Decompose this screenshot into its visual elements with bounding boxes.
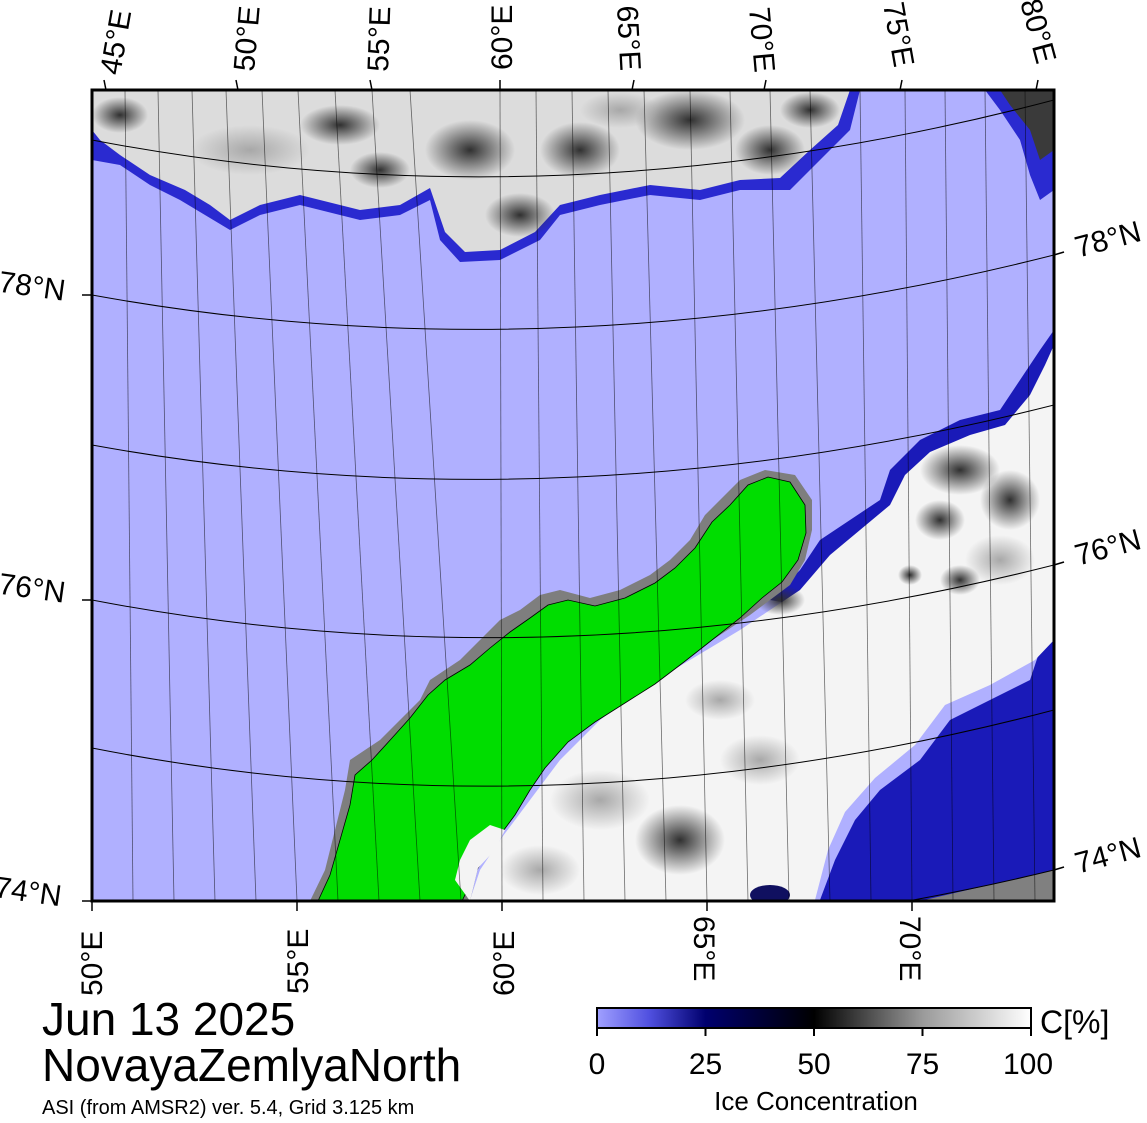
bottom-lon-label: 55°E xyxy=(282,929,315,994)
map-date: Jun 13 2025 xyxy=(42,993,296,1045)
colorbar-tick-label: 25 xyxy=(689,1048,722,1081)
top-lon-label: 55°E xyxy=(362,6,397,73)
top-lon-label: 60°E xyxy=(486,5,519,70)
right-lat-labels: 78°N 76°N 74°N xyxy=(1071,215,1144,880)
bottom-lon-label: 70°E xyxy=(893,916,926,981)
data-source-note: ASI (from AMSR2) ver. 5.4, Grid 3.125 km xyxy=(42,1097,415,1119)
colorbar-tick-label: 0 xyxy=(589,1048,606,1081)
top-lon-label: 50°E xyxy=(228,5,267,73)
left-lat-label: 74°N xyxy=(0,871,64,913)
land-inlet xyxy=(455,825,505,901)
map-area xyxy=(92,90,1054,901)
colorbar: 0 25 50 75 100 xyxy=(589,1007,1053,1081)
bottom-lon-label: 60°E xyxy=(488,931,521,996)
bottom-lon-labels: 50°E 55°E 60°E 65°E 70°E xyxy=(76,916,926,996)
colorbar-bar xyxy=(596,1007,1032,1029)
region-name: NovayaZemlyaNorth xyxy=(42,1039,462,1091)
bottom-lon-label: 50°E xyxy=(76,931,109,996)
northeast-ice xyxy=(1000,90,1054,160)
east-ice-texture xyxy=(500,445,1040,901)
top-lon-label: 75°E xyxy=(876,0,920,70)
frame-ticks xyxy=(82,79,1065,911)
right-lat-label: 74°N xyxy=(1071,831,1144,880)
novaya-zemlya-land xyxy=(317,476,807,901)
left-lat-label: 76°N xyxy=(0,568,67,610)
colorbar-tick-label: 75 xyxy=(906,1048,939,1081)
top-lon-labels: 45°E 50°E 55°E 60°E 65°E 70°E 75°E 80°E xyxy=(94,0,1062,77)
left-lat-label: 78°N xyxy=(0,266,67,308)
top-lon-label: 80°E xyxy=(1013,0,1062,67)
top-lon-label: 70°E xyxy=(742,6,781,74)
left-lat-labels: 78°N 76°N 74°N xyxy=(0,266,67,913)
right-lat-label: 76°N xyxy=(1071,523,1144,572)
top-lon-label: 45°E xyxy=(94,7,138,77)
colorbar-title: Ice Concentration xyxy=(714,1086,918,1116)
colorbar-unit: C[%] xyxy=(1040,1004,1110,1040)
top-lon-label: 65°E xyxy=(610,5,646,72)
colorbar-tick-label: 50 xyxy=(797,1048,830,1081)
bottom-lon-label: 65°E xyxy=(687,916,720,981)
graticule-meridians xyxy=(92,90,1054,901)
colorbar-ticks xyxy=(596,1028,1032,1036)
map-frame xyxy=(90,88,1056,903)
north-ice-texture xyxy=(92,90,840,237)
colorbar-tick-label: 100 xyxy=(1003,1048,1053,1081)
right-lat-label: 78°N xyxy=(1071,215,1144,264)
